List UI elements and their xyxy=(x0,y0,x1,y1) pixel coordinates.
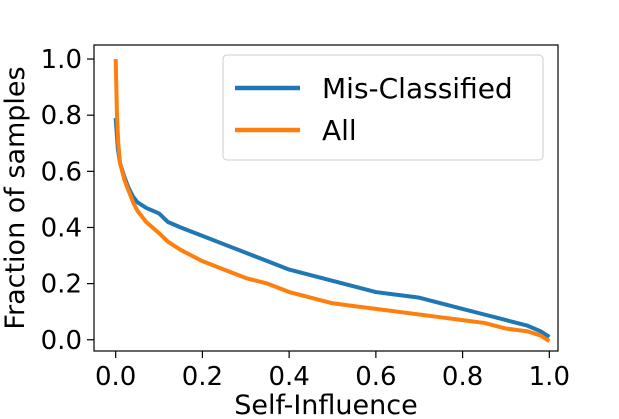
y-tick-label: 0.0 xyxy=(41,326,82,356)
x-tick-label: 0.0 xyxy=(95,362,136,392)
x-axis: 0.0 0.2 0.4 0.6 0.8 1.0 xyxy=(95,351,570,392)
y-tick-label: 0.4 xyxy=(41,213,82,243)
y-tick-label: 1.0 xyxy=(41,45,82,75)
legend-label-misclassified: Mis-Classified xyxy=(322,72,513,105)
axes-frame xyxy=(93,44,559,352)
legend-label-all: All xyxy=(322,114,357,147)
y-tick-label: 0.8 xyxy=(41,101,82,131)
x-tick-label: 0.4 xyxy=(268,362,309,392)
y-tick-label: 0.6 xyxy=(41,157,82,187)
x-tick-label: 0.6 xyxy=(355,362,396,392)
x-axis-label: Self-Influence xyxy=(234,390,417,419)
y-tick-label: 0.2 xyxy=(41,270,82,300)
x-tick-label: 1.0 xyxy=(529,362,570,392)
legend-box xyxy=(222,54,544,161)
x-tick-label: 0.8 xyxy=(442,362,483,392)
legend: Mis-Classified All xyxy=(222,54,544,161)
y-axis-label: Fraction of samples xyxy=(0,66,31,329)
y-axis: 0.0 0.2 0.4 0.6 0.8 1.0 xyxy=(41,45,94,356)
x-tick-label: 0.2 xyxy=(182,362,223,392)
series-line-all xyxy=(113,58,551,343)
series-lines xyxy=(113,58,551,343)
